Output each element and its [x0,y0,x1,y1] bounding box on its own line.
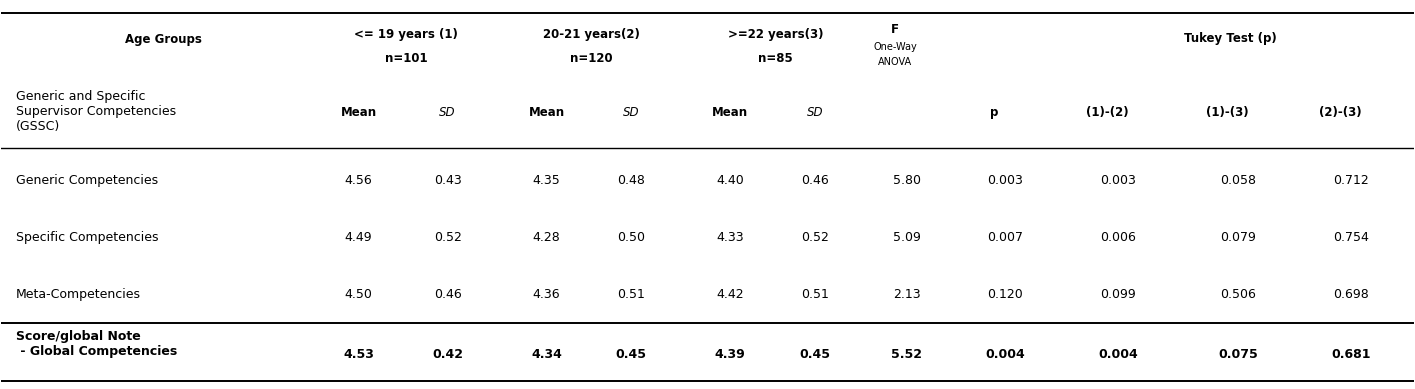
Text: 0.007: 0.007 [988,231,1023,244]
Text: p: p [990,106,999,119]
Text: SD: SD [623,106,640,119]
Text: 20-21 years(2): 20-21 years(2) [543,28,640,41]
Text: 4.53: 4.53 [344,348,374,361]
Text: 0.48: 0.48 [617,174,645,187]
Text: SD: SD [807,106,824,119]
Text: 0.004: 0.004 [986,348,1026,361]
Text: (1)-(3): (1)-(3) [1206,106,1248,119]
Text: 4.42: 4.42 [716,288,744,301]
Text: 0.52: 0.52 [434,231,461,244]
Text: 2.13: 2.13 [893,288,920,301]
Text: 0.46: 0.46 [434,288,461,301]
Text: n=85: n=85 [758,52,792,65]
Text: 0.003: 0.003 [1101,174,1136,187]
Text: SD: SD [440,106,456,119]
Text: Score/global Note
 - Global Competencies: Score/global Note - Global Competencies [16,330,177,358]
Text: 0.754: 0.754 [1333,231,1370,244]
Text: 0.45: 0.45 [616,348,647,361]
Text: 4.40: 4.40 [716,174,744,187]
Text: Age Groups: Age Groups [126,33,202,46]
Text: 0.079: 0.079 [1221,231,1257,244]
Text: 0.51: 0.51 [801,288,829,301]
Text: 5.09: 5.09 [893,231,921,244]
Text: 0.42: 0.42 [432,348,463,361]
Text: 5.80: 5.80 [893,174,921,187]
Text: 0.506: 0.506 [1221,288,1257,301]
Text: 0.099: 0.099 [1101,288,1136,301]
Text: 0.006: 0.006 [1101,231,1136,244]
Text: F: F [891,23,900,36]
Text: Specific Competencies: Specific Competencies [16,231,158,244]
Text: n=101: n=101 [385,52,427,65]
Text: 4.49: 4.49 [345,231,372,244]
Text: 0.075: 0.075 [1218,348,1258,361]
Text: 5.52: 5.52 [891,348,923,361]
Text: 0.058: 0.058 [1221,174,1257,187]
Text: 0.43: 0.43 [434,174,461,187]
Text: 0.120: 0.120 [988,288,1023,301]
Text: 0.003: 0.003 [988,174,1023,187]
Text: 0.004: 0.004 [1098,348,1138,361]
Text: 0.50: 0.50 [617,231,645,244]
Text: (2)-(3): (2)-(3) [1319,106,1361,119]
Text: One-Way: One-Way [873,42,917,52]
Text: Meta-Competencies: Meta-Competencies [16,288,140,301]
Text: >=22 years(3): >=22 years(3) [727,28,824,41]
Text: Mean: Mean [341,106,376,119]
Text: 0.46: 0.46 [801,174,829,187]
Text: 4.36: 4.36 [532,288,560,301]
Text: Generic Competencies: Generic Competencies [16,174,157,187]
Text: <= 19 years (1): <= 19 years (1) [354,28,458,41]
Text: (1)-(2): (1)-(2) [1085,106,1129,119]
Text: 4.35: 4.35 [532,174,560,187]
Text: ANOVA: ANOVA [879,58,913,67]
Text: 0.712: 0.712 [1333,174,1370,187]
Text: 0.681: 0.681 [1332,348,1371,361]
Text: 0.698: 0.698 [1333,288,1370,301]
Text: 4.50: 4.50 [345,288,372,301]
Text: Mean: Mean [528,106,565,119]
Text: 4.28: 4.28 [532,231,560,244]
Text: n=120: n=120 [570,52,613,65]
Text: 0.45: 0.45 [799,348,831,361]
Text: 4.33: 4.33 [716,231,744,244]
Text: 4.39: 4.39 [715,348,746,361]
Text: 4.34: 4.34 [531,348,562,361]
Text: 0.51: 0.51 [617,288,645,301]
Text: Generic and Specific
Supervisor Competencies
(GSSC): Generic and Specific Supervisor Competen… [16,90,175,133]
Text: 4.56: 4.56 [345,174,372,187]
Text: 0.52: 0.52 [801,231,829,244]
Text: Mean: Mean [712,106,749,119]
Text: Tukey Test (p): Tukey Test (p) [1184,32,1278,45]
